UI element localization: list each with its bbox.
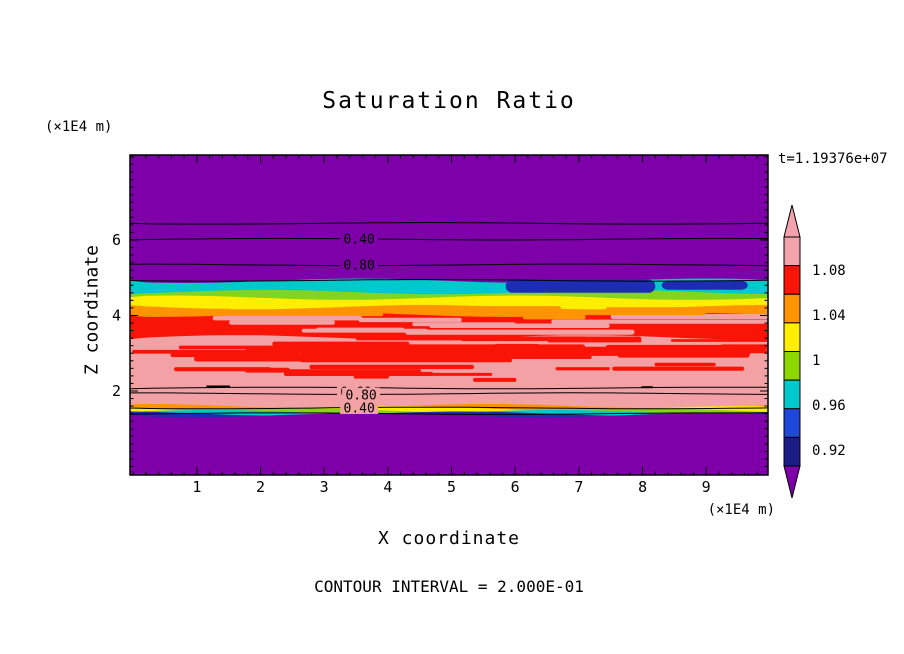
chart-title: Saturation Ratio xyxy=(322,88,576,114)
contour-line xyxy=(130,406,768,410)
contour-line xyxy=(130,279,768,282)
streak xyxy=(606,344,768,349)
x-tick-label: 1 xyxy=(192,478,201,496)
streak xyxy=(358,317,462,323)
streak xyxy=(347,344,586,350)
low-value-patch xyxy=(505,279,656,293)
y-tick-label: 4 xyxy=(112,307,121,325)
colorbar-segment xyxy=(783,408,801,438)
contour-label: 0.40 xyxy=(344,233,375,248)
streak xyxy=(670,339,768,342)
contour-label: 0.40 xyxy=(344,402,375,417)
x-tick-label: 8 xyxy=(638,478,647,496)
contour-label-bg xyxy=(340,232,379,246)
colorbar-segment xyxy=(783,351,801,381)
colorbar-tick-label: 0.96 xyxy=(812,398,846,414)
y-axis-unit-label: (×1E4 m) xyxy=(45,119,113,135)
contour-line xyxy=(130,412,768,415)
streak xyxy=(473,377,517,382)
y-tick-label: 2 xyxy=(112,382,121,400)
contour-label: 0.80 xyxy=(345,388,376,403)
contour-label-bg xyxy=(340,257,379,271)
contour-mark xyxy=(206,385,230,388)
contour-line xyxy=(130,263,768,267)
colorbar: 1.08 1.04 1 0.96 0.92 xyxy=(783,204,846,499)
streak xyxy=(212,315,363,321)
colorbar-tick-label: 1.08 xyxy=(812,263,846,279)
x-tick-label: 4 xyxy=(383,478,392,496)
contour-label-bg xyxy=(340,401,379,414)
contour-label: 0.80 xyxy=(344,258,375,273)
colorbar-segment xyxy=(783,293,801,324)
contour-interval-label: CONTOUR INTERVAL = 2.000E-01 xyxy=(314,577,584,596)
streak xyxy=(460,336,642,342)
contour-field xyxy=(130,155,768,475)
streak xyxy=(522,314,586,320)
streak xyxy=(172,308,231,312)
x-tick-label: 3 xyxy=(320,478,329,496)
time-label: t=1.19376e+07 xyxy=(778,151,888,167)
x-axis-unit-label: (×1E4 m) xyxy=(707,502,775,518)
x-tick-label: 7 xyxy=(574,478,583,496)
streak xyxy=(316,327,404,331)
colorbar-segment xyxy=(783,322,801,353)
streak xyxy=(309,364,475,370)
streak xyxy=(405,329,635,335)
contour-line xyxy=(130,386,768,390)
x-axis-title: X coordinate xyxy=(377,528,521,549)
colorbar-segment xyxy=(783,436,801,467)
contour-line xyxy=(130,392,768,395)
colorbar-tick-label: 0.92 xyxy=(812,443,846,459)
colorbar-arrow-down xyxy=(783,465,801,499)
colorbar-segment xyxy=(783,236,801,267)
streak xyxy=(213,312,384,317)
streak xyxy=(245,369,421,373)
streak xyxy=(194,356,409,362)
contour-band xyxy=(130,413,768,475)
contour-line xyxy=(130,221,768,225)
colorbar-tick-label: 1.04 xyxy=(812,308,846,324)
streak xyxy=(314,372,493,376)
x-tick-label: 2 xyxy=(256,478,265,496)
colorbar-arrow-up xyxy=(783,204,801,238)
y-tick-label: 6 xyxy=(112,231,121,249)
streak xyxy=(612,366,745,371)
colorbar-segment xyxy=(783,265,801,295)
contour-line xyxy=(130,237,768,241)
streak xyxy=(681,308,768,314)
streak xyxy=(555,367,610,371)
colorbar-segment xyxy=(783,379,801,410)
streak xyxy=(551,319,768,324)
x-tick-label: 6 xyxy=(511,478,520,496)
colorbar-tick-label: 1 xyxy=(812,353,820,369)
streak xyxy=(386,306,561,311)
streak xyxy=(412,322,516,327)
streak xyxy=(440,348,611,353)
streak xyxy=(654,362,716,367)
contour-label-bg xyxy=(342,387,381,401)
streak xyxy=(229,320,335,325)
x-tick-label: 9 xyxy=(702,478,711,496)
low-value-patch xyxy=(661,280,748,290)
streak xyxy=(610,314,768,320)
x-tick-label: 5 xyxy=(447,478,456,496)
streak xyxy=(174,367,272,372)
